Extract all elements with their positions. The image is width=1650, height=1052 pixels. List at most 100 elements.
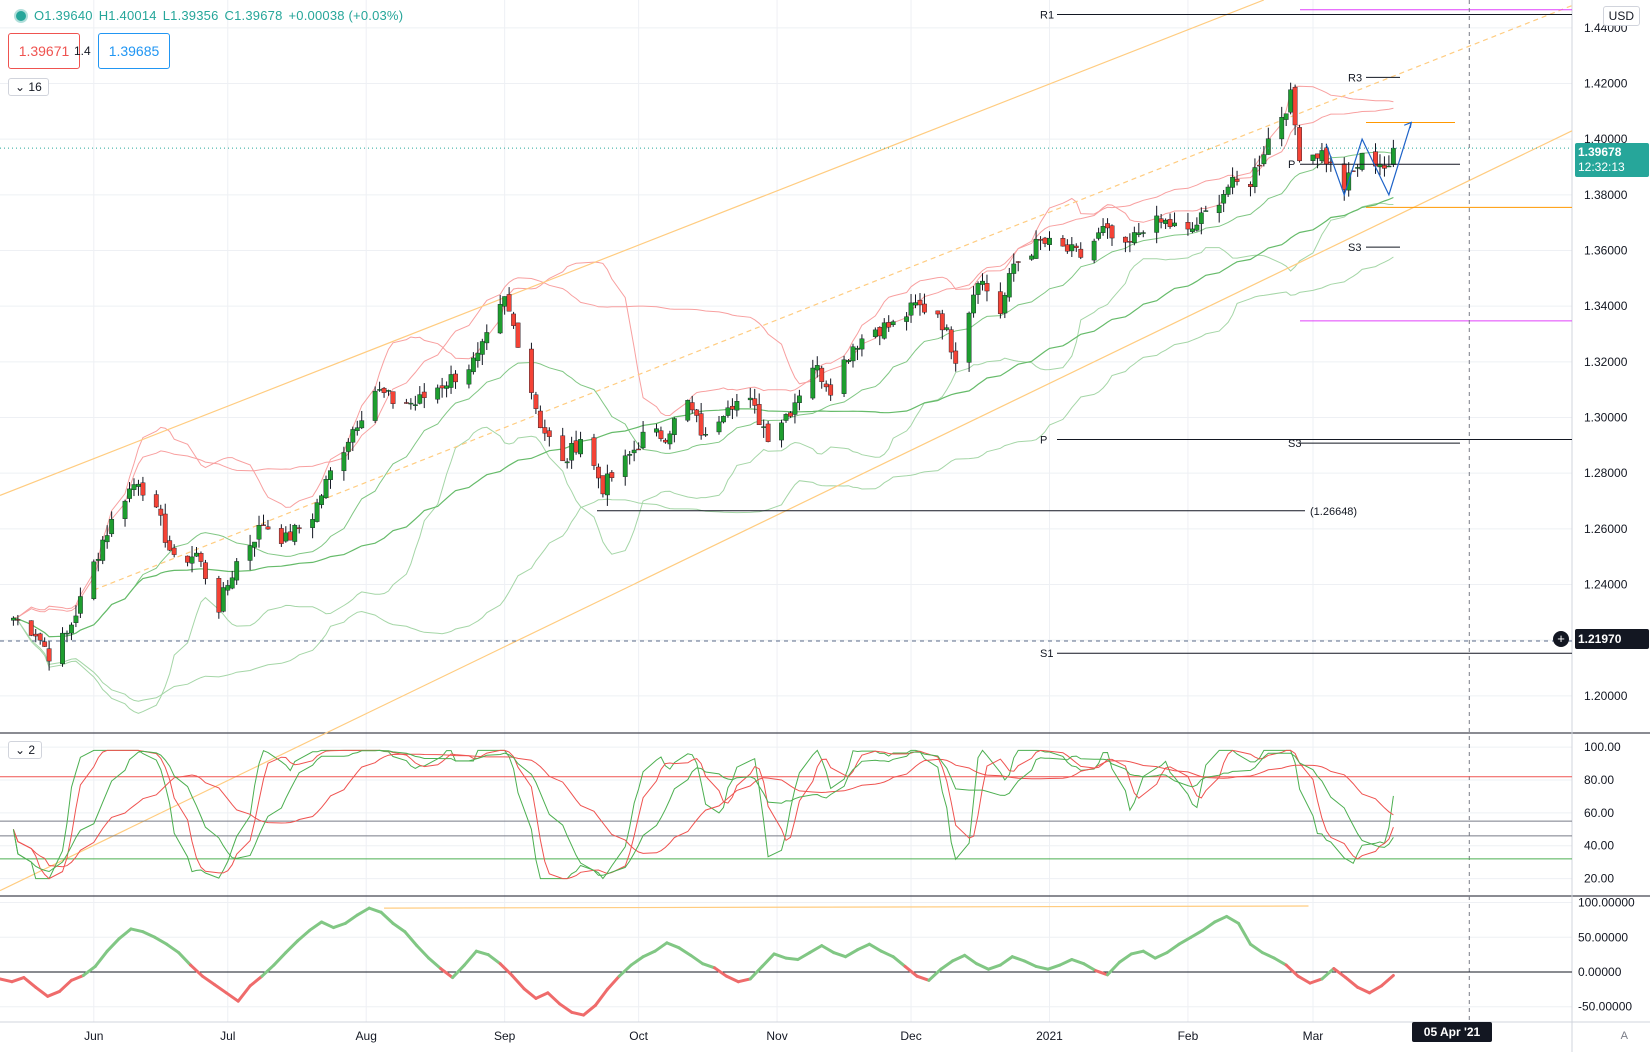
candle-body <box>948 329 954 353</box>
osc-segment <box>129 927 145 934</box>
osc-segment <box>296 928 312 943</box>
candle-body <box>658 430 664 439</box>
candle-body <box>596 466 601 479</box>
stoch-tick-label: 80.00 <box>1584 773 1614 787</box>
osc-segment <box>46 989 62 998</box>
candle-body <box>1131 232 1137 244</box>
osc-segment <box>1201 920 1217 932</box>
time-tick-label: 2021 <box>1036 1029 1063 1043</box>
osc-segment <box>760 952 776 968</box>
candle-body <box>1261 154 1267 165</box>
stoch-slow-k-line <box>12 749 1394 876</box>
osc-segment <box>1284 963 1300 978</box>
candle-body <box>408 402 414 405</box>
osc-segment <box>736 977 752 984</box>
osc-segment <box>903 964 919 978</box>
stoch-tick-label: 20.00 <box>1584 872 1614 886</box>
auto-scale-button[interactable]: A <box>1620 1030 1628 1042</box>
add-plus-icon[interactable]: + <box>1553 631 1569 647</box>
osc-tick-label: 100.00000 <box>1578 896 1635 910</box>
candle-body <box>792 402 798 415</box>
osc-segment <box>1165 942 1181 955</box>
candle-body <box>417 394 423 404</box>
osc-segment <box>844 948 859 959</box>
osc-segment <box>462 949 478 967</box>
candle-body <box>390 391 396 404</box>
candle-body <box>502 296 508 307</box>
candle-body <box>1154 215 1160 233</box>
candle-body <box>229 577 235 589</box>
candle-body <box>913 302 918 306</box>
candle-body <box>412 404 418 406</box>
time-tick-label: Jun <box>84 1029 103 1043</box>
candle-body <box>278 528 284 544</box>
candle-body <box>761 426 767 428</box>
osc-segment <box>1296 974 1312 985</box>
buy-price-button[interactable]: 1.39685 <box>98 33 170 69</box>
candle-body <box>698 413 704 436</box>
candle-body <box>1310 154 1316 161</box>
sell-price-button[interactable]: 1.39671 <box>8 33 80 69</box>
osc-segment <box>272 951 288 967</box>
currency-button[interactable]: USD <box>1602 6 1640 26</box>
candle-body <box>1189 228 1195 232</box>
candle-body <box>1185 222 1191 230</box>
candle-body <box>671 418 677 435</box>
price-tick-label: 1.32000 <box>1584 355 1628 369</box>
candle-body <box>529 348 534 393</box>
candle-body <box>484 332 490 344</box>
osc-segment <box>1272 956 1288 967</box>
osc-segment <box>165 942 181 955</box>
candle-body <box>421 391 427 398</box>
stoch-k-line <box>12 749 1394 880</box>
pivot-label-r3: R3 <box>1348 72 1362 84</box>
candle-body <box>1078 248 1084 258</box>
candle-body <box>377 389 383 391</box>
osc-segment <box>1332 967 1348 980</box>
osc-segment <box>641 949 657 959</box>
candle-body <box>1047 237 1052 245</box>
stoch-tick-label: 100.00 <box>1584 740 1621 754</box>
candle-body <box>908 302 914 316</box>
osc-segment <box>10 976 26 984</box>
candle-body <box>881 322 887 339</box>
time-tick-label: Oct <box>629 1029 648 1043</box>
price-tick-label: 1.26000 <box>1584 522 1628 536</box>
chevron-down-icon: ⌄ <box>15 80 26 94</box>
osc-segment <box>22 976 38 989</box>
candle-body <box>91 561 97 599</box>
candle-body <box>158 508 164 516</box>
osc-segment <box>832 951 848 959</box>
bollinger-lower-outer <box>13 256 1394 702</box>
symbol-status-icon[interactable] <box>14 8 28 23</box>
pivot-label-s1: S1 <box>1040 648 1053 660</box>
osc-segment <box>653 941 669 953</box>
candle-body <box>283 532 289 542</box>
candle-body <box>162 513 168 543</box>
candle-body <box>28 620 34 636</box>
candle-body <box>1123 236 1128 243</box>
osc-segment <box>93 949 109 968</box>
candle-body <box>828 384 834 396</box>
osc-segment <box>69 973 85 982</box>
candle-body <box>234 561 240 581</box>
candle-body <box>1386 165 1392 168</box>
candle-body <box>1292 86 1298 126</box>
osc-segment <box>582 1003 597 1017</box>
osc-segment <box>1308 977 1324 985</box>
candle-body <box>341 452 347 472</box>
candle-body <box>1355 167 1361 169</box>
osc-segment <box>1356 985 1372 995</box>
candle-body <box>1100 226 1106 233</box>
osc-segment <box>212 983 228 995</box>
stoch-tick-label: 40.00 <box>1584 839 1614 853</box>
candle-body <box>1011 263 1017 274</box>
stoch-pane-indicator-count[interactable]: ⌄ 2 <box>8 741 43 759</box>
candle-body <box>1265 138 1271 155</box>
candle-body <box>109 519 115 535</box>
osc-segment <box>153 935 169 946</box>
main-pane-indicator-count[interactable]: ⌄ 16 <box>8 78 49 96</box>
osc-segment <box>58 978 73 993</box>
candle-body <box>756 404 762 426</box>
candle-body <box>1230 176 1235 188</box>
